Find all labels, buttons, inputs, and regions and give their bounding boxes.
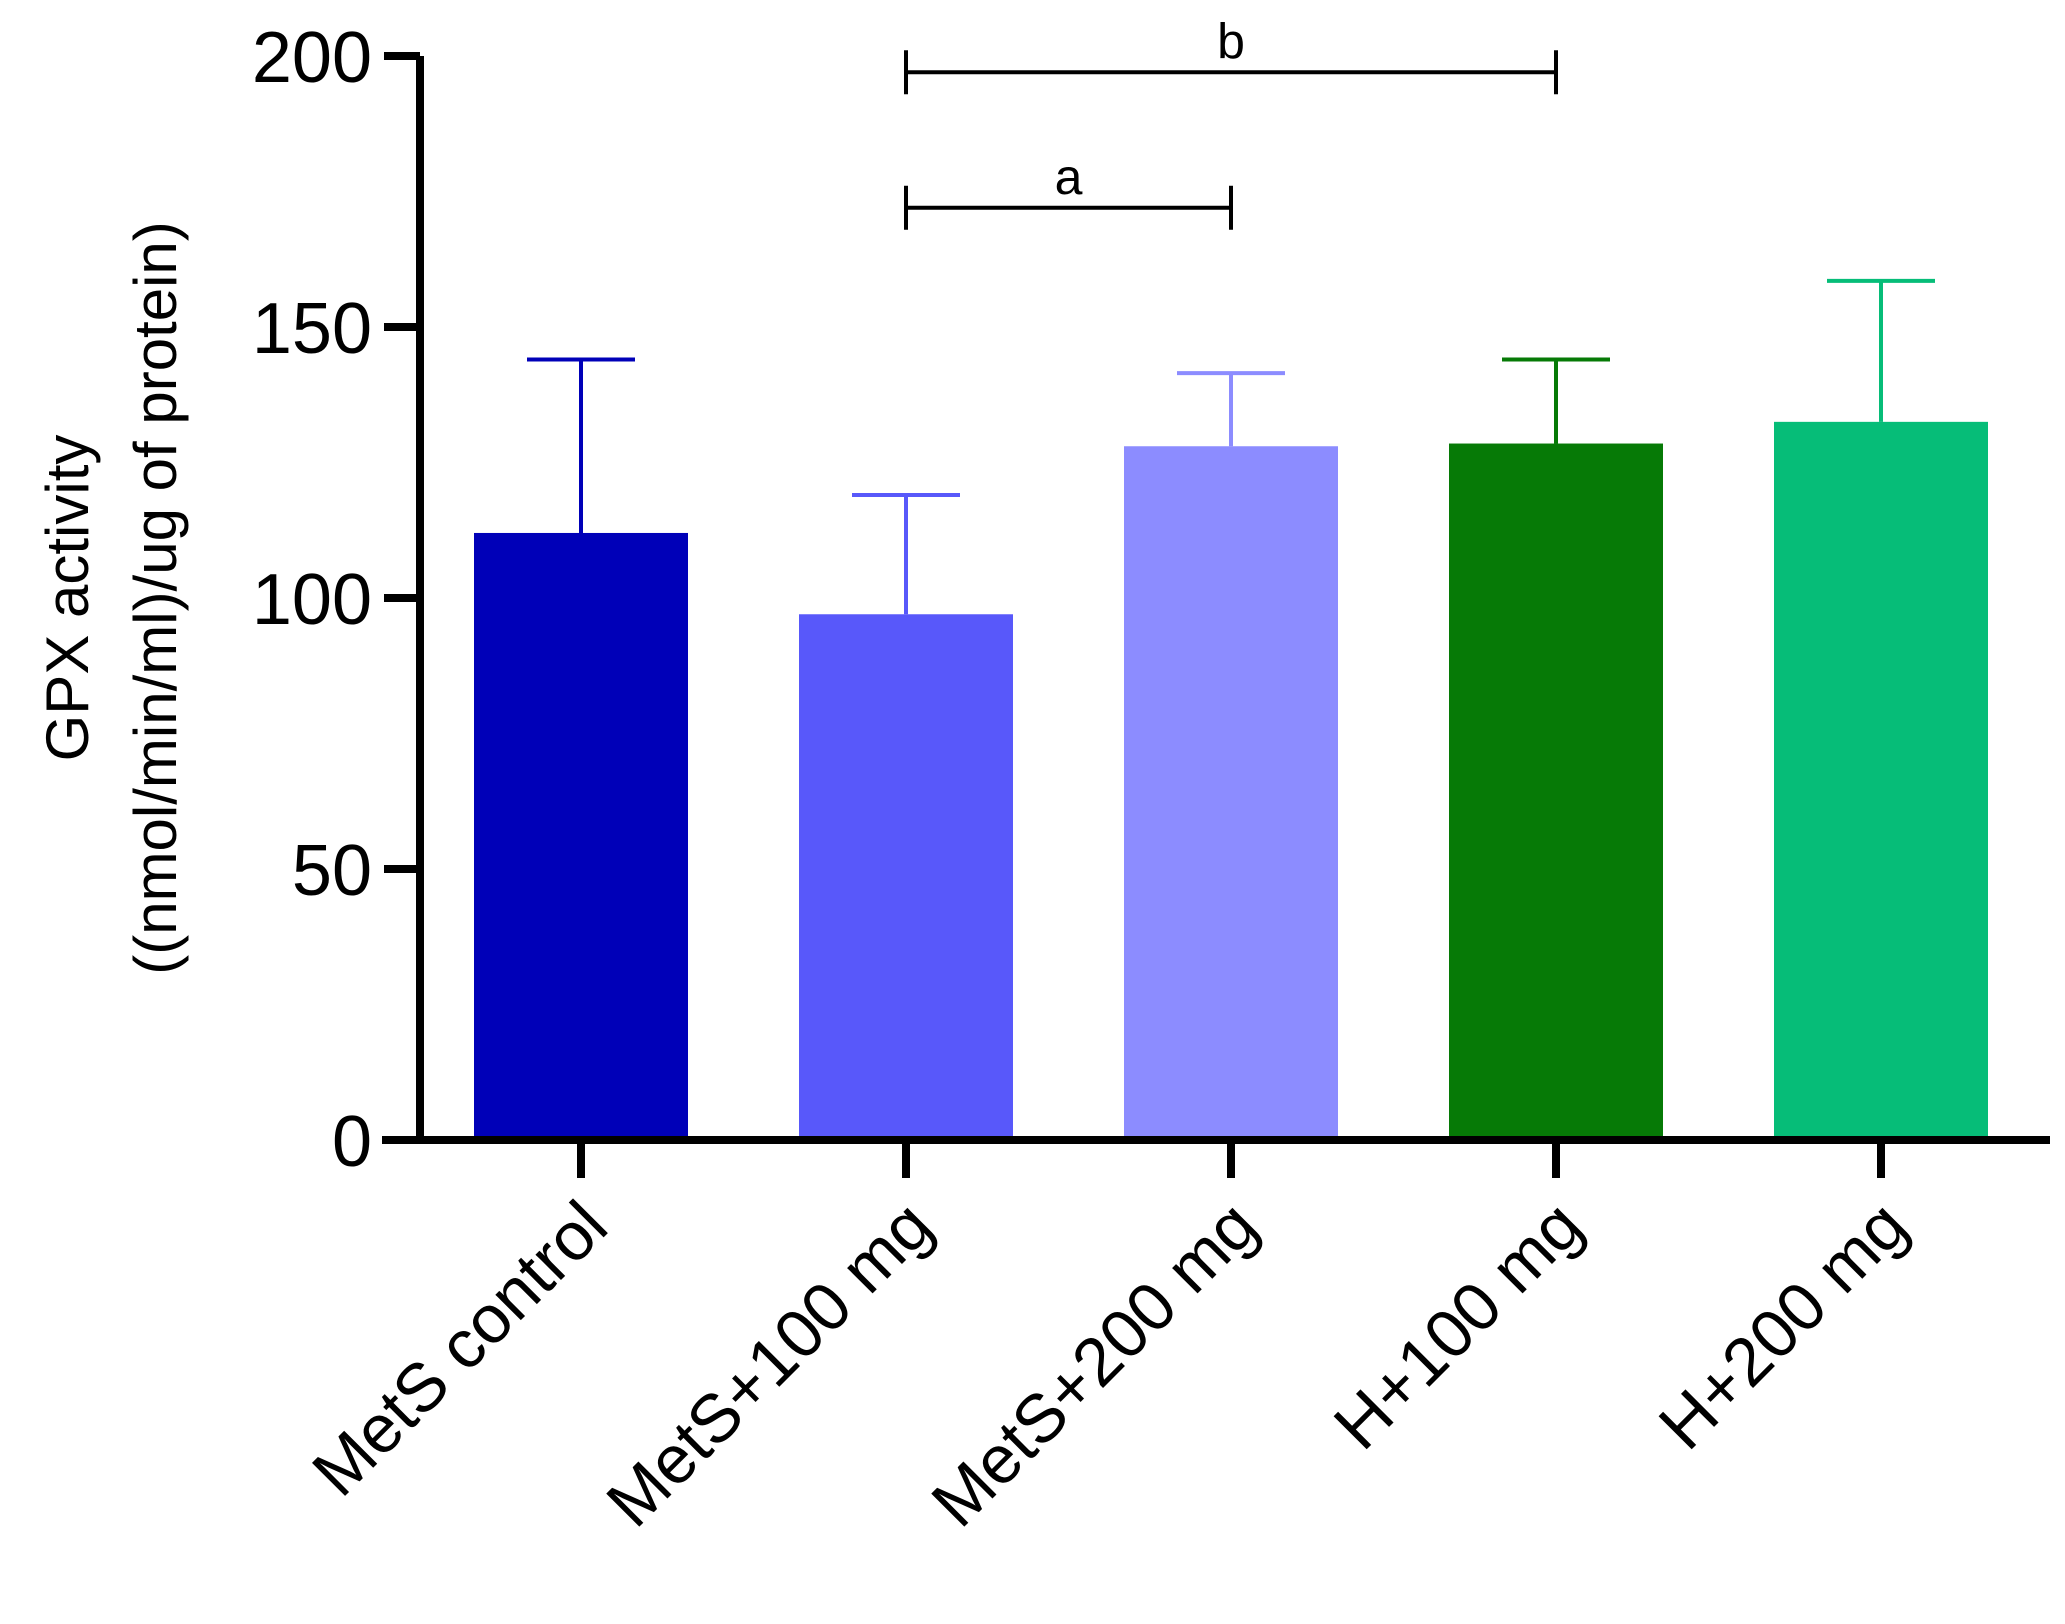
x-category-label-5: H+200 mg bbox=[1645, 1187, 1922, 1464]
bar-4 bbox=[1449, 443, 1663, 1140]
y-tick-label-50: 50 bbox=[292, 831, 372, 911]
x-category-label-1: MetS control bbox=[298, 1187, 622, 1511]
x-category-label-4: H+100 mg bbox=[1320, 1187, 1597, 1464]
x-category-label-2: MetS+100 mg bbox=[592, 1187, 946, 1541]
bar-2 bbox=[799, 614, 1013, 1140]
bar-1 bbox=[474, 532, 688, 1140]
y-axis-title-line-1: GPX activity bbox=[34, 435, 101, 762]
significance-label-b: b bbox=[1217, 13, 1245, 69]
bars-layer bbox=[474, 421, 1988, 1141]
bar-3 bbox=[1124, 446, 1338, 1140]
y-tick-label-0: 0 bbox=[332, 1102, 372, 1182]
x-category-label-3: MetS+200 mg bbox=[917, 1187, 1271, 1541]
significance-label-a: a bbox=[1055, 149, 1083, 205]
y-tick-label-150: 150 bbox=[252, 289, 372, 369]
error-bars-layer bbox=[527, 278, 1935, 615]
y-tick-label-100: 100 bbox=[252, 560, 372, 640]
bar-5 bbox=[1774, 421, 1988, 1141]
y-tick-label-200: 200 bbox=[252, 18, 372, 98]
significance-layer: ab bbox=[904, 13, 1558, 230]
y-axis-title-line-2: ((nmol/min/ml)/ug of protein) bbox=[122, 221, 189, 975]
